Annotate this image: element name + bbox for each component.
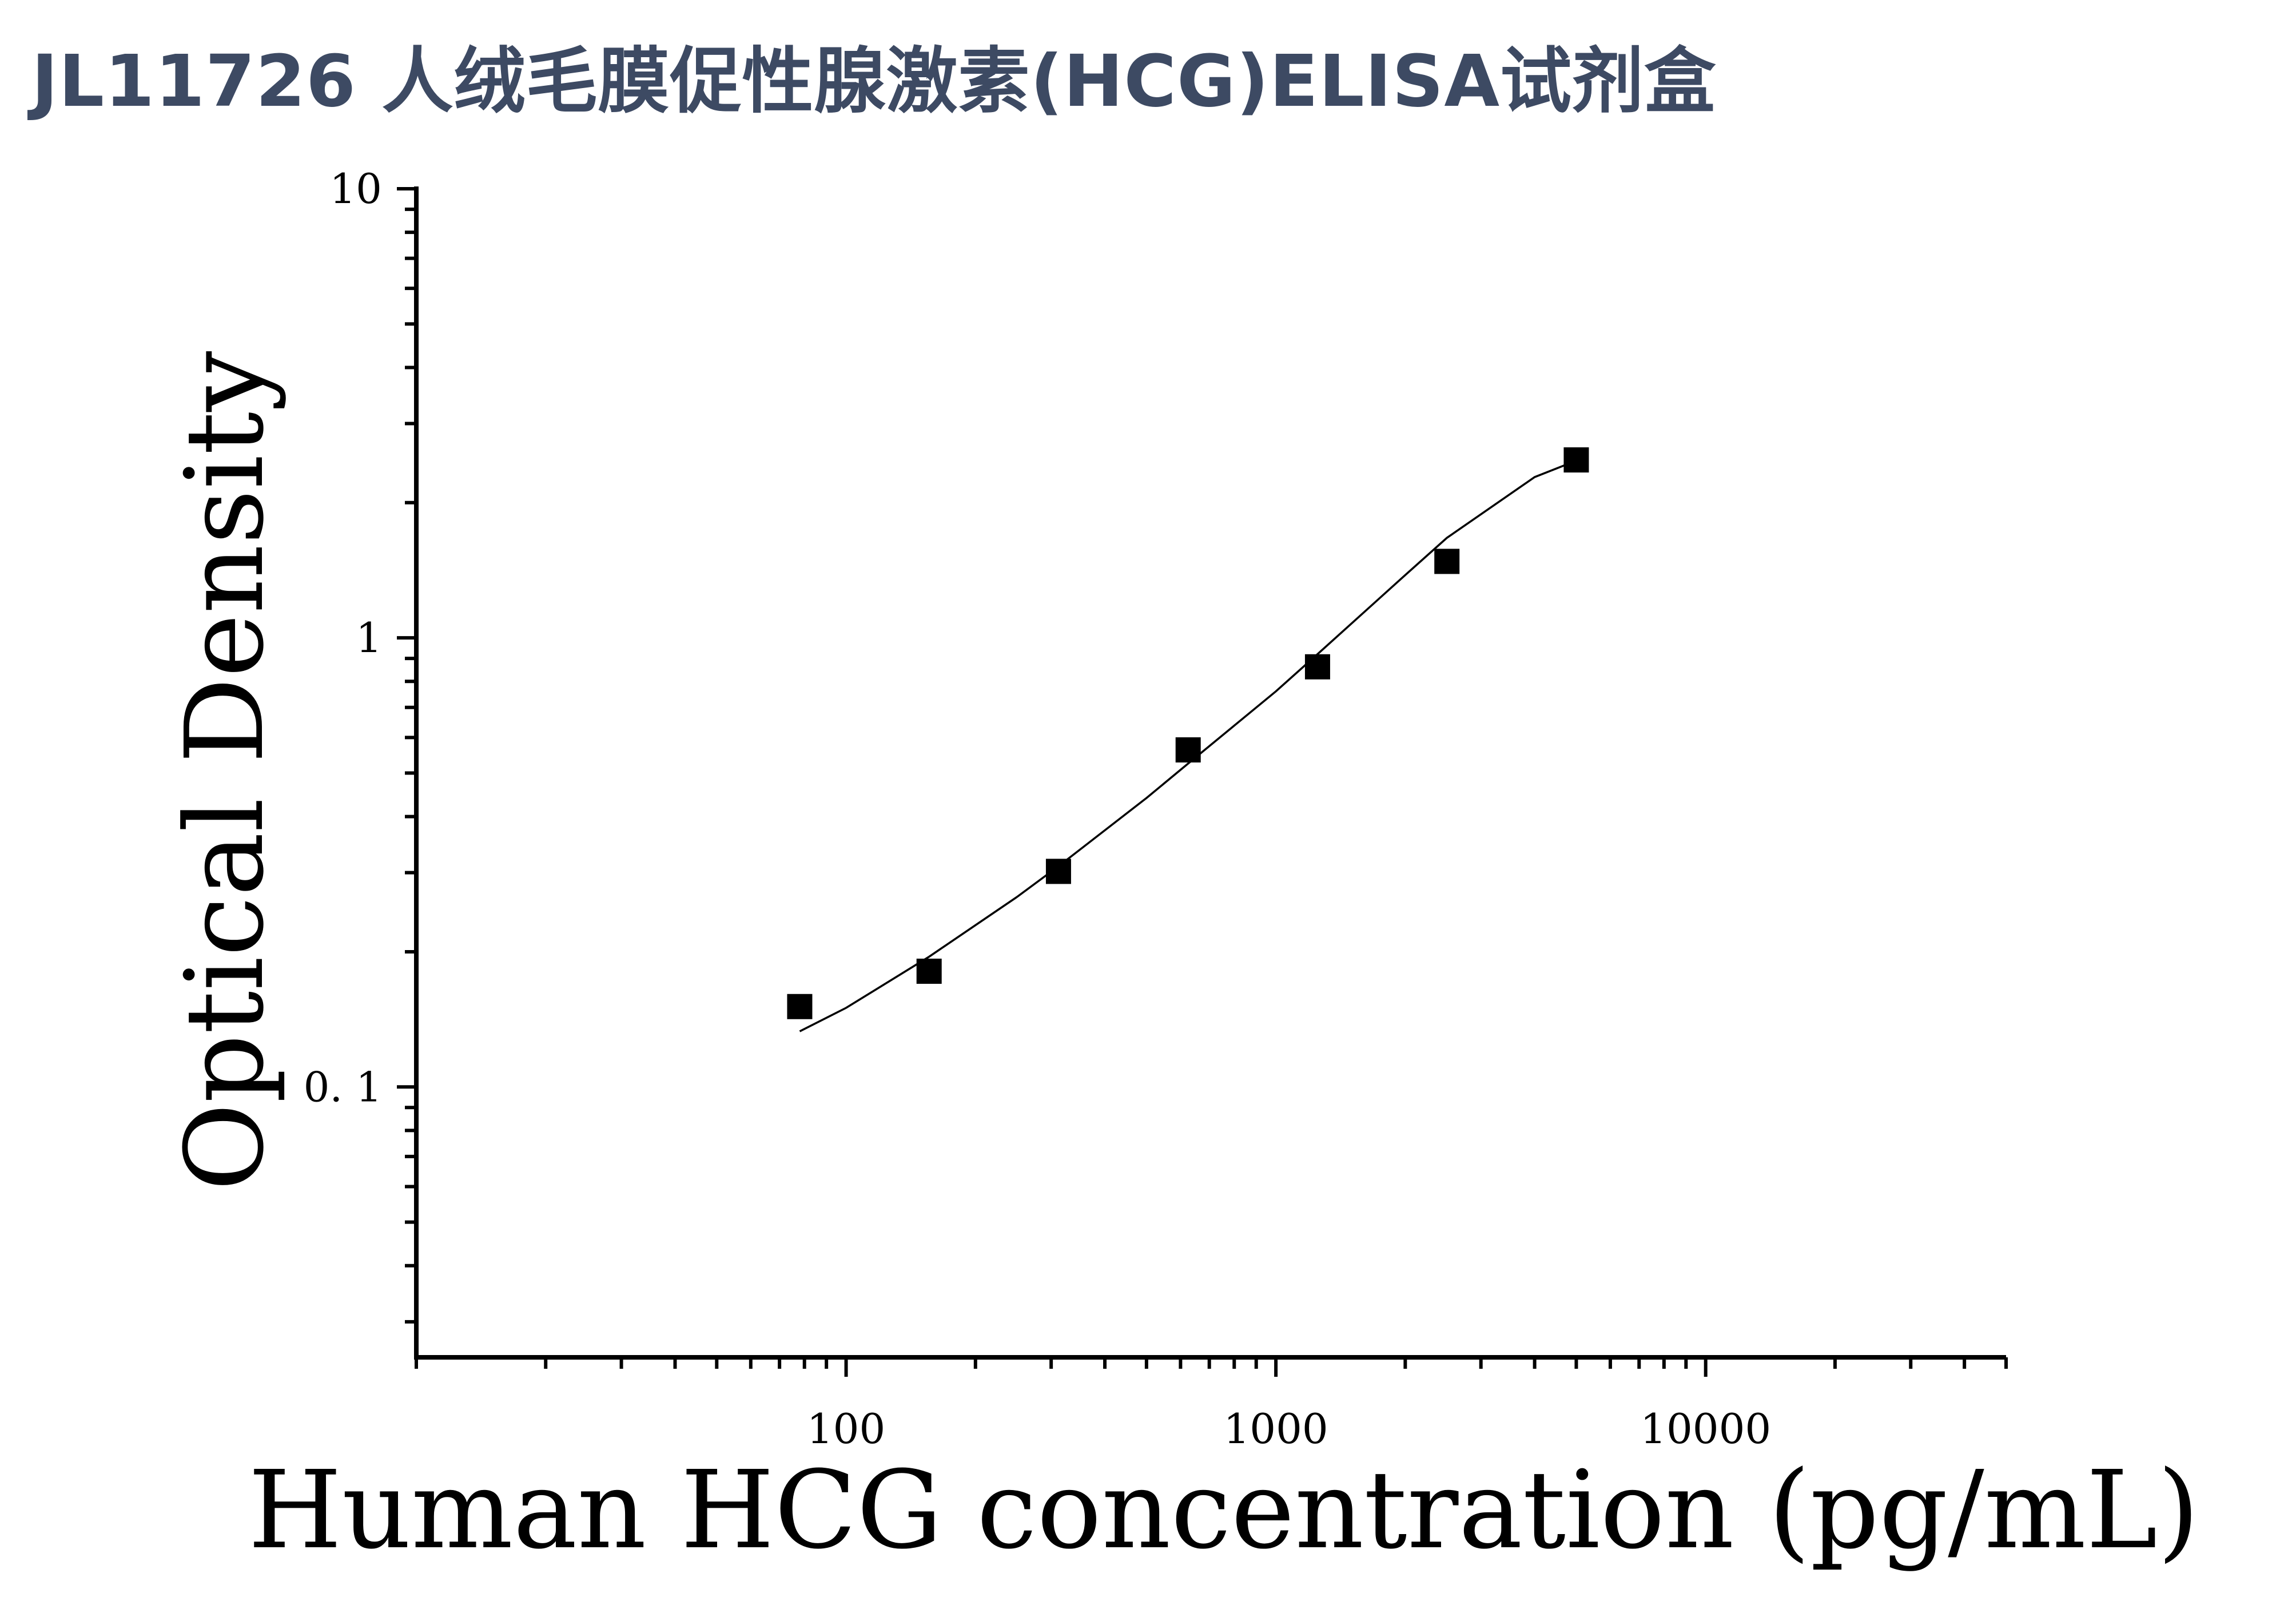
y-tick-label: 10: [329, 165, 382, 213]
x-axis-ticks: 100 1000 10000: [415, 1357, 2008, 1453]
data-point: [1045, 859, 1071, 884]
data-point: [916, 958, 942, 984]
x-tick-label: 10000: [1640, 1405, 1771, 1453]
axes: [414, 186, 2006, 1360]
data-points: [787, 447, 1589, 1019]
x-tick-label: 100: [807, 1405, 885, 1453]
fit-curve: [799, 459, 1577, 1032]
data-point: [1434, 549, 1460, 574]
data-point: [787, 994, 813, 1019]
y-tick-label: 1: [356, 614, 382, 662]
data-point: [1175, 737, 1201, 763]
x-tick-label: 1000: [1224, 1405, 1328, 1453]
x-axis-label: Human HCG concentration (pg/mL): [248, 1448, 2199, 1573]
fit-curve-group: [799, 459, 1577, 1032]
y-axis-ticks: 0. 1 1 10: [304, 165, 416, 1324]
y-tick-label: 0. 1: [304, 1063, 382, 1111]
page-title: JL11726 人绒毛膜促性腺激素(HCG)ELISA试剂盒: [31, 40, 1717, 123]
y-axis-label: Optical Density: [162, 351, 288, 1191]
data-point: [1304, 654, 1330, 680]
data-point: [1563, 447, 1589, 473]
